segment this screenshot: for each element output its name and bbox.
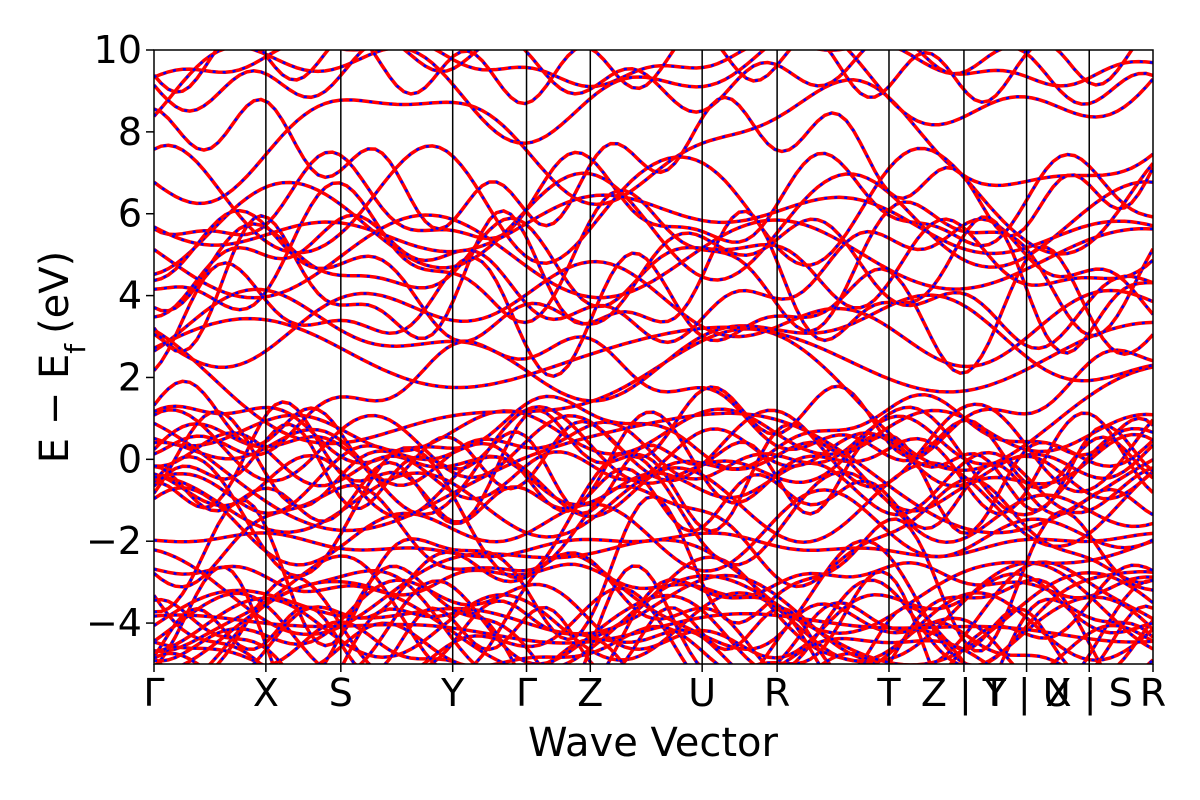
band-line	[154, 531, 1153, 559]
band-line-overlay	[154, 78, 1153, 206]
band-line-overlay	[154, 612, 1153, 645]
x-tick-label: Z | Y	[921, 671, 1008, 716]
band-line-overlay	[154, 144, 1153, 267]
band-line-overlay	[154, 213, 1153, 344]
band-line-overlay	[154, 561, 1153, 599]
y-axis-title-subscript: f	[59, 343, 92, 354]
x-tick-label: X	[253, 671, 279, 715]
band-line	[154, 50, 1134, 106]
band-line-overlay	[268, 620, 1153, 664]
band-line-overlay	[208, 555, 1153, 664]
band-line	[154, 486, 1153, 573]
y-tick-label: 10	[94, 28, 142, 72]
band-line	[154, 335, 1153, 463]
band-line-overlay	[154, 410, 1153, 515]
x-tick-label: R	[1140, 671, 1166, 715]
band-line-overlay	[154, 213, 1153, 300]
x-tick-label: Γ	[143, 671, 164, 715]
band-line	[154, 405, 1153, 517]
band-line	[154, 208, 1153, 351]
band-line-overlay	[154, 412, 1153, 535]
band-line-overlay	[154, 400, 1153, 535]
band-line-overlay	[154, 288, 1153, 403]
band-line-overlay	[154, 531, 1153, 558]
band-line-overlay	[154, 451, 1153, 519]
band-line	[154, 150, 1153, 248]
band-line-overlay	[154, 245, 1153, 378]
band-lines	[154, 50, 1153, 664]
x-tick-label: S	[329, 671, 353, 715]
plot-frame	[153, 49, 1154, 665]
y-axis-title-unit: (eV)	[32, 251, 78, 334]
x-tick-label: T | U	[982, 671, 1071, 716]
x-tick-label: Y	[440, 671, 465, 715]
band-line-overlay	[154, 572, 1153, 663]
band-line	[154, 564, 1153, 664]
band-line	[154, 564, 1103, 664]
band-line-overlay	[154, 561, 1153, 662]
band-line	[154, 95, 1153, 238]
band-line	[154, 259, 1153, 370]
kpoint-divider-lines	[265, 50, 1090, 664]
band-line-overlay	[154, 550, 1153, 664]
band-line-overlay	[154, 415, 1153, 487]
x-tick-label: Z	[577, 671, 603, 715]
band-line-overlay	[154, 181, 1153, 337]
band-line-overlay	[154, 433, 1153, 518]
band-line-overlay	[154, 538, 1153, 636]
y-axis-title-main: E − E	[32, 354, 78, 464]
band-line-overlay	[154, 317, 1153, 394]
band-line-overlay	[154, 193, 1153, 255]
y-tick-label: 0	[118, 437, 142, 481]
band-line-overlay	[154, 209, 1153, 355]
y-tick-label: 4	[118, 274, 142, 318]
y-tick-label: 6	[118, 192, 142, 236]
x-tick-label: R	[764, 671, 790, 715]
y-tick-label: 8	[118, 110, 142, 154]
y-tick-label: 2	[118, 355, 142, 399]
y-axis-ticks: −4 −2 0 2 4 6 8 10	[86, 28, 154, 645]
y-tick-label: −2	[86, 519, 142, 563]
band-line	[154, 422, 1153, 516]
x-tick-label: T	[876, 671, 901, 715]
x-tick-label: U	[688, 671, 716, 715]
x-tick-label: Γ	[516, 671, 537, 715]
band-line-overlay	[154, 327, 1153, 472]
band-line-overlay	[181, 571, 1153, 664]
band-line-overlay	[154, 427, 1153, 501]
y-tick-label: −4	[86, 601, 142, 645]
band-line-overlay	[154, 461, 1153, 548]
band-line-overlay	[154, 380, 1153, 490]
x-axis-title: Wave Vector	[528, 720, 779, 766]
x-tick-label: X | S	[1046, 671, 1133, 716]
band-line-overlay	[154, 50, 1153, 88]
y-axis-title: E − Ef (eV)	[32, 251, 92, 464]
